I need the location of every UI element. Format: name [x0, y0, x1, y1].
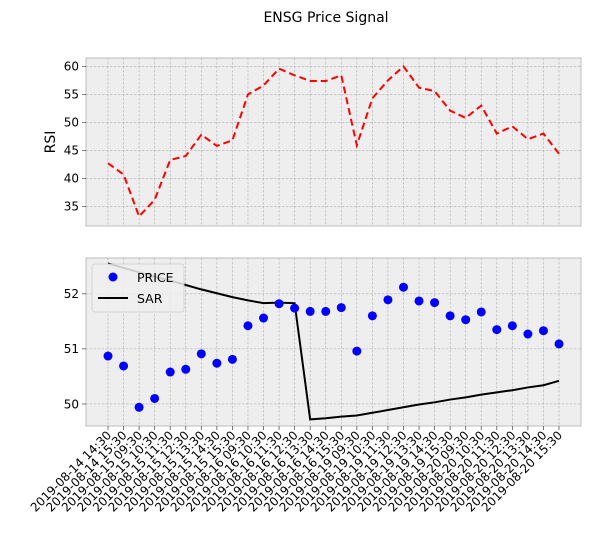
legend: PRICE SAR [91, 263, 185, 313]
legend-price-marker [108, 272, 118, 282]
rsi-y-tick-label: 45 [64, 144, 79, 158]
rsi-panel: 35 40 45 50 55 60 RSI [43, 57, 582, 227]
price-point [367, 311, 377, 321]
rsi-plot-area [85, 57, 582, 227]
price-point [134, 402, 144, 412]
legend-price-label: PRICE [137, 270, 174, 285]
price-point [119, 361, 129, 371]
price-point [430, 298, 440, 308]
price-point [445, 311, 455, 321]
legend-sar-label: SAR [137, 291, 163, 306]
price-point [383, 295, 393, 305]
price-point [554, 339, 564, 349]
rsi-y-tick-label: 55 [64, 88, 79, 102]
price-point [103, 351, 113, 361]
rsi-series-line [107, 64, 560, 219]
price-point [336, 303, 346, 313]
price-point [150, 393, 160, 403]
rsi-y-tick-label: 50 [64, 116, 79, 130]
rsi-y-tick-label: 35 [64, 200, 79, 214]
price-y-tick-label: 52 [64, 287, 79, 301]
price-point [274, 299, 284, 309]
rsi-y-tick-label: 40 [64, 172, 79, 186]
price-point [243, 321, 253, 331]
price-point [476, 307, 486, 317]
price-point [507, 321, 517, 331]
rsi-y-axis-label: RSI [43, 131, 59, 154]
price-point [492, 325, 502, 335]
price-point [196, 349, 206, 359]
price-point [398, 282, 408, 292]
price-point [165, 367, 175, 377]
price-point [321, 306, 331, 316]
price-point [290, 303, 300, 313]
price-point [181, 364, 191, 374]
price-point [538, 326, 548, 336]
chart-title: ENSG Price Signal [263, 10, 388, 26]
price-point [461, 315, 471, 325]
price-point [212, 358, 222, 368]
rsi-y-tick-label: 60 [64, 60, 79, 74]
price-point [352, 346, 362, 356]
price-point [305, 306, 315, 316]
price-point [523, 329, 533, 339]
price-point [414, 296, 424, 306]
price-y-tick-label: 50 [64, 397, 79, 411]
price-y-tick-label: 51 [64, 342, 79, 356]
price-point [259, 313, 269, 323]
price-point [227, 354, 237, 364]
